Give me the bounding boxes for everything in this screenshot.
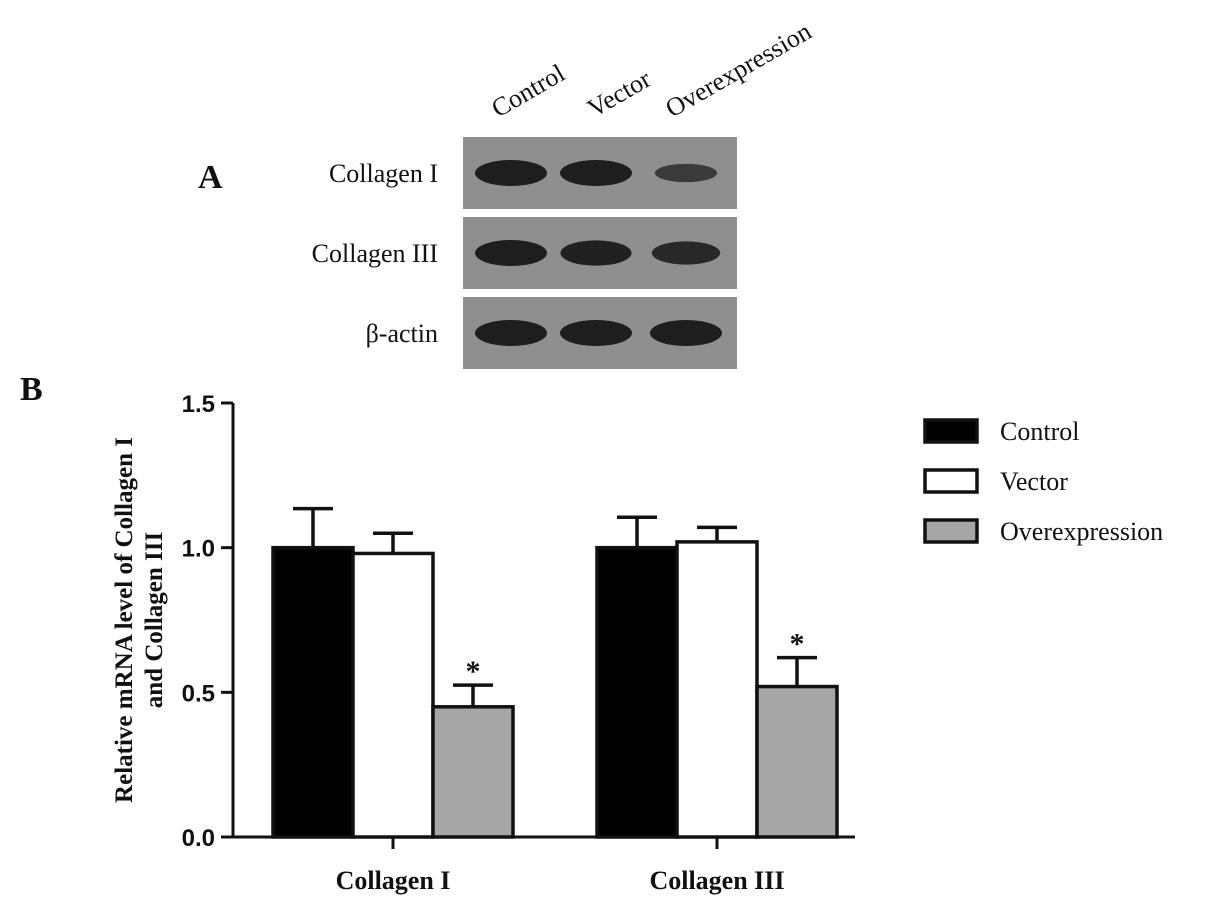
blot-band — [654, 163, 718, 183]
lane-label-vector: Vector — [583, 64, 657, 123]
blot-row-label: Collagen III — [312, 239, 438, 268]
panel-a-western-blot: A Control Vector Overexpression Collagen I… — [198, 16, 816, 369]
blot-row: Collagen III — [312, 217, 737, 289]
legend: Control Vector Overexpression — [923, 417, 1163, 546]
panel-a-letter: A — [198, 159, 223, 196]
y-axis-title: Relative mRNA level of Collagen I and Co… — [111, 437, 168, 803]
blot-row: β-actin — [366, 297, 737, 369]
blot-band — [650, 320, 722, 346]
y-axis: 0.0 0.5 1.0 1.5 — [182, 391, 235, 852]
blot-row-label: Collagen I — [329, 159, 438, 188]
legend-label-overexpression: Overexpression — [1000, 517, 1163, 546]
x-category-label: Collagen III — [649, 866, 784, 895]
x-axis: Collagen I Collagen III — [233, 835, 855, 895]
significance-marker: * — [790, 628, 805, 661]
legend-swatch-control — [923, 418, 979, 444]
y-tick-label: 1.0 — [182, 536, 215, 563]
panel-b-bar-chart: B Relative mRNA level of Collagen I and … — [20, 371, 1163, 895]
bar-vector — [675, 540, 759, 839]
y-tick-label: 0.5 — [182, 680, 215, 707]
legend-label-control: Control — [1000, 417, 1079, 446]
y-tick-label: 0.0 — [182, 825, 215, 852]
blot-band — [560, 320, 632, 346]
y-axis-title-line-2: and Collagen III — [141, 532, 168, 708]
blot-band — [560, 240, 632, 266]
blot-row: Collagen I — [329, 137, 737, 209]
blot-row-label: β-actin — [366, 319, 438, 348]
x-category-label: Collagen I — [336, 866, 451, 895]
bars: ** — [271, 506, 839, 839]
blot-rows: Collagen I Collagen III β-actin — [312, 137, 737, 369]
bar-overexpression — [755, 684, 839, 839]
blot-band — [560, 160, 632, 186]
blot-band — [475, 160, 547, 186]
lane-label-overexpression: Overexpression — [661, 16, 817, 123]
blot-band — [475, 240, 547, 266]
bar-vector — [351, 551, 435, 839]
significance-marker: * — [466, 655, 481, 688]
legend-label-vector: Vector — [1000, 467, 1068, 496]
y-axis-title-line-1: Relative mRNA level of Collagen I — [111, 437, 138, 803]
legend-swatch-vector — [923, 468, 979, 494]
panel-b-letter: B — [20, 371, 43, 408]
bar-control — [595, 545, 679, 839]
blot-band — [651, 241, 721, 265]
y-tick-label: 1.5 — [182, 391, 215, 418]
blot-band — [475, 320, 547, 346]
bar-overexpression — [431, 705, 515, 839]
lane-label-control: Control — [487, 58, 570, 123]
lane-labels: Control Vector Overexpression — [487, 16, 817, 123]
legend-swatch-overexpression — [923, 518, 979, 544]
bar-control — [271, 545, 355, 839]
